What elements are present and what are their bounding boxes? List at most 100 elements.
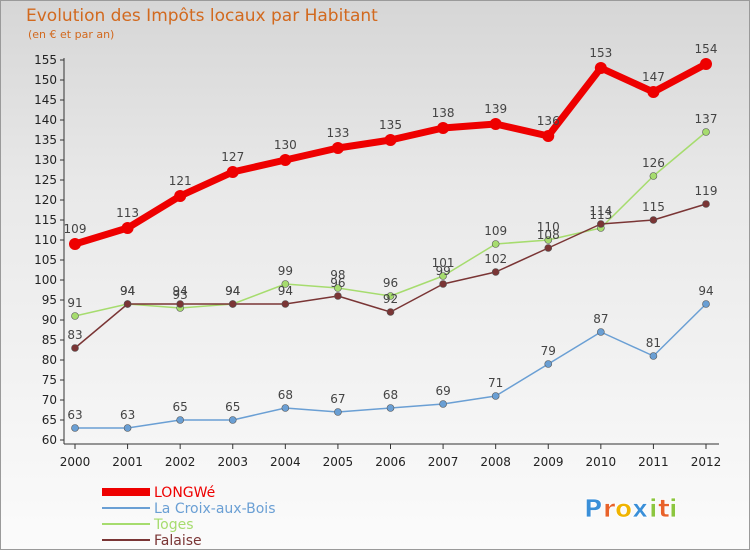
data-label-toges: 109 <box>484 224 507 238</box>
data-label-toges: 91 <box>67 296 82 310</box>
data-label-longw-: 153 <box>589 46 612 60</box>
data-label-longw-: 138 <box>432 106 455 120</box>
data-point-la-croix-aux-bois <box>334 408 342 416</box>
data-point-la-croix-aux-bois <box>281 404 290 412</box>
data-label-la-croix-aux-bois: 63 <box>67 408 82 422</box>
data-point-toges <box>439 272 447 280</box>
x-tick-label: 2007 <box>428 455 459 469</box>
x-ticks: 2000 2001 2002 2003 2004 2005 2006 2007 2008 2009… <box>60 444 722 469</box>
data-point-toges <box>334 284 342 292</box>
data-label-toges: 98 <box>330 268 345 282</box>
y-tick-label: 140 <box>34 113 57 127</box>
data-label-la-croix-aux-bois: 71 <box>488 376 503 390</box>
data-point-toges <box>386 292 395 300</box>
logo-letter: o <box>615 494 632 523</box>
logo-letter: i <box>649 494 658 523</box>
x-tick-label: 2012 <box>691 455 722 469</box>
data-label-falaise: 114 <box>589 204 612 218</box>
data-label-longw-: 147 <box>642 70 665 84</box>
data-point-la-croix-aux-bois <box>649 352 658 360</box>
data-point-falaise <box>281 300 290 308</box>
y-tick-label: 130 <box>34 153 57 167</box>
data-point-falaise <box>176 300 184 308</box>
data-point-toges <box>71 312 79 320</box>
x-tick-label: 2006 <box>375 455 406 469</box>
x-tick-label: 2011 <box>638 455 669 469</box>
data-point-longw- <box>121 222 134 234</box>
y-tick-label: 105 <box>34 253 57 267</box>
data-point-longw- <box>700 58 712 70</box>
logo-letter: x <box>632 494 648 523</box>
y-tick-label: 95 <box>42 293 57 307</box>
data-label-falaise: 94 <box>120 284 135 298</box>
data-label-toges: 99 <box>278 264 293 278</box>
legend-label-la-croix-aux-bois: La Croix-aux-Bois <box>154 501 276 517</box>
data-point-falaise <box>334 292 342 300</box>
data-point-falaise <box>544 244 553 252</box>
data-label-longw-: 127 <box>221 150 244 164</box>
data-point-la-croix-aux-bois <box>176 416 184 424</box>
y-tick-label: 85 <box>42 333 57 347</box>
logo-letter: P <box>584 494 602 523</box>
data-point-longw- <box>647 86 660 98</box>
y-tick-label: 90 <box>42 313 57 327</box>
data-label-falaise: 96 <box>330 276 345 290</box>
data-label-la-croix-aux-bois: 65 <box>173 400 188 414</box>
data-point-longw- <box>594 62 607 74</box>
x-tick-label: 2010 <box>586 455 617 469</box>
data-label-falaise: 99 <box>435 264 450 278</box>
data-label-longw-: 136 <box>537 114 560 128</box>
x-tick-label: 2003 <box>217 455 248 469</box>
logo-letter: r <box>603 494 616 523</box>
data-point-falaise <box>439 280 447 288</box>
data-label-falaise: 83 <box>67 328 82 342</box>
data-point-longw- <box>542 130 555 142</box>
x-tick-label: 2004 <box>270 455 301 469</box>
data-point-la-croix-aux-bois <box>123 424 132 432</box>
data-point-longw- <box>174 190 187 202</box>
data-point-falaise <box>702 200 710 208</box>
y-tick-label: 115 <box>34 213 57 227</box>
data-point-toges <box>281 280 290 288</box>
data-point-falaise <box>123 300 132 308</box>
y-tick-label: 70 <box>42 393 57 407</box>
data-label-toges: 94 <box>120 284 135 298</box>
data-point-la-croix-aux-bois <box>386 404 395 412</box>
data-point-falaise <box>649 216 658 224</box>
data-point-longw- <box>384 134 397 146</box>
data-label-longw-: 154 <box>695 42 718 56</box>
y-tick-label: 80 <box>42 353 57 367</box>
data-point-la-croix-aux-bois <box>491 392 500 400</box>
data-label-toges: 110 <box>537 220 560 234</box>
data-point-la-croix-aux-bois <box>702 300 710 308</box>
data-point-la-croix-aux-bois <box>544 360 553 368</box>
data-point-falaise <box>491 268 500 276</box>
data-point-falaise <box>228 300 237 308</box>
data-point-longw- <box>226 166 239 178</box>
data-label-toges: 137 <box>695 112 718 126</box>
data-point-longw- <box>331 142 344 154</box>
y-ticks: 60 65 70 75 80 85 90 95 100 105 110 115 120 125 130 135… <box>34 53 64 447</box>
data-label-toges: 93 <box>173 288 188 302</box>
data-point-falaise <box>597 220 605 228</box>
data-label-toges: 113 <box>589 208 612 222</box>
data-label-falaise: 119 <box>695 184 718 198</box>
data-label-falaise: 92 <box>383 292 398 306</box>
data-label-longw-: 121 <box>169 174 192 188</box>
data-point-falaise <box>71 344 79 352</box>
y-tick-label: 145 <box>34 93 57 107</box>
data-point-longw- <box>489 118 502 130</box>
data-label-falaise: 108 <box>537 228 560 242</box>
data-label-longw-: 139 <box>484 102 507 116</box>
data-label-la-croix-aux-bois: 87 <box>593 312 608 326</box>
y-tick-label: 110 <box>34 233 57 247</box>
y-tick-label: 120 <box>34 193 57 207</box>
data-label-longw-: 133 <box>326 126 349 140</box>
data-label-toges: 94 <box>225 284 240 298</box>
series-layer <box>69 58 712 432</box>
y-tick-label: 155 <box>34 53 57 67</box>
data-label-la-croix-aux-bois: 67 <box>330 392 345 406</box>
data-point-longw- <box>437 122 450 134</box>
